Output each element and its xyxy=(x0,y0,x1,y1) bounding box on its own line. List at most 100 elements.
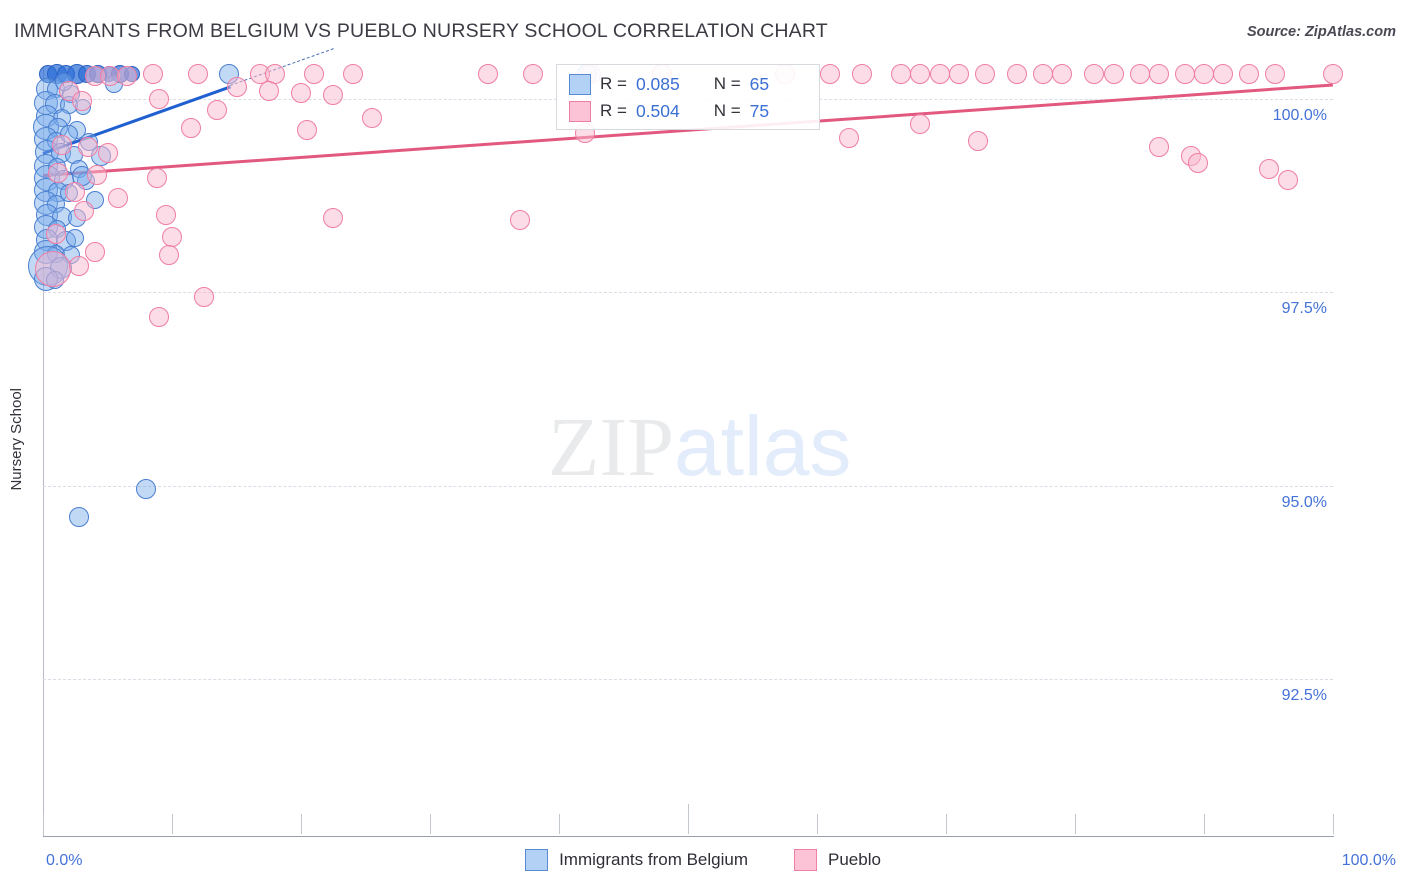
gridline-92-5 xyxy=(43,679,1333,681)
data-point[interactable] xyxy=(852,64,873,85)
data-point[interactable] xyxy=(78,137,99,158)
data-point[interactable] xyxy=(45,223,66,244)
stats-row-pueblo: R = 0.504 N = 75 xyxy=(569,98,769,124)
legend-swatch-belgium-icon xyxy=(569,73,591,95)
data-point[interactable] xyxy=(974,64,995,85)
x-axis-max-label: 100.0% xyxy=(1341,852,1396,869)
data-point[interactable] xyxy=(107,188,128,209)
data-point[interactable] xyxy=(1052,64,1073,85)
data-point[interactable] xyxy=(323,85,344,106)
data-point[interactable] xyxy=(116,65,137,86)
data-point[interactable] xyxy=(1213,64,1234,85)
data-point[interactable] xyxy=(890,64,911,85)
data-point[interactable] xyxy=(48,162,69,183)
data-point[interactable] xyxy=(478,64,499,85)
stats-row-belgium: R = 0.085 N = 65 xyxy=(569,71,769,97)
data-point[interactable] xyxy=(968,130,989,151)
data-point[interactable] xyxy=(910,64,931,85)
data-point[interactable] xyxy=(1006,64,1027,85)
data-point[interactable] xyxy=(342,64,363,85)
data-point[interactable] xyxy=(162,226,182,247)
data-point[interactable] xyxy=(1129,64,1150,85)
data-point[interactable] xyxy=(1174,64,1195,85)
correlation-stats-box: R = 0.085 N = 65 R = 0.504 N = 75 xyxy=(556,64,820,130)
data-point[interactable] xyxy=(258,81,279,102)
data-point[interactable] xyxy=(1194,64,1214,85)
legend-label-pueblo: Pueblo xyxy=(828,850,881,869)
data-point[interactable] xyxy=(65,181,86,202)
data-point[interactable] xyxy=(1264,64,1285,85)
x-axis-tick-6 xyxy=(817,814,818,834)
data-point[interactable] xyxy=(929,64,950,85)
data-point[interactable] xyxy=(142,64,163,85)
x-axis-tick-5 xyxy=(688,804,689,834)
y-axis-line xyxy=(43,66,44,837)
data-point[interactable] xyxy=(1239,64,1260,85)
data-point[interactable] xyxy=(35,251,72,288)
legend-color-pueblo-icon xyxy=(794,849,817,871)
n-label-belgium: N = xyxy=(713,74,741,93)
data-point[interactable] xyxy=(910,113,931,134)
data-point[interactable] xyxy=(1258,158,1279,179)
data-point[interactable] xyxy=(1032,64,1053,85)
data-point[interactable] xyxy=(948,64,969,85)
data-point[interactable] xyxy=(226,77,247,98)
data-point[interactable] xyxy=(52,135,73,156)
x-axis-tick-10 xyxy=(1333,814,1334,834)
data-point[interactable] xyxy=(69,256,90,277)
y-tick-label-0: 100.0% xyxy=(1272,107,1327,125)
data-point[interactable] xyxy=(159,245,180,266)
x-axis-tick-9 xyxy=(1204,814,1205,834)
data-point[interactable] xyxy=(155,205,176,226)
n-value-belgium: 65 xyxy=(749,73,770,94)
data-point[interactable] xyxy=(523,64,544,85)
data-point[interactable] xyxy=(149,89,170,110)
y-tick-label-2: 95.0% xyxy=(1281,493,1327,511)
data-point[interactable] xyxy=(1103,64,1124,85)
legend-item-belgium[interactable]: Immigrants from Belgium xyxy=(525,849,748,871)
data-point[interactable] xyxy=(84,242,105,263)
legend-item-pueblo[interactable]: Pueblo xyxy=(794,849,881,871)
data-point[interactable] xyxy=(323,208,344,229)
x-axis-tick-8 xyxy=(1075,814,1076,834)
x-axis-tick-4 xyxy=(559,814,560,834)
legend-color-belgium-icon xyxy=(525,849,549,871)
data-point[interactable] xyxy=(71,90,92,111)
legend-swatch-pueblo-icon xyxy=(569,100,591,122)
data-point[interactable] xyxy=(1277,169,1298,190)
data-point[interactable] xyxy=(194,287,215,308)
data-point[interactable] xyxy=(1084,64,1105,85)
data-point[interactable] xyxy=(1148,137,1169,158)
data-point[interactable] xyxy=(839,127,860,148)
data-point[interactable] xyxy=(74,201,95,222)
data-point[interactable] xyxy=(207,99,228,120)
data-point[interactable] xyxy=(510,209,531,230)
data-point[interactable] xyxy=(181,118,202,139)
data-point[interactable] xyxy=(66,229,85,248)
x-axis-tick-1 xyxy=(172,814,173,834)
data-point[interactable] xyxy=(1148,64,1169,85)
data-point[interactable] xyxy=(1187,152,1208,173)
gridline-97-5 xyxy=(43,292,1333,294)
data-point[interactable] xyxy=(97,143,118,164)
page-title: IMMIGRANTS FROM BELGIUM VS PUEBLO NURSER… xyxy=(14,20,828,42)
data-point[interactable] xyxy=(187,64,208,85)
data-point[interactable] xyxy=(1323,64,1343,85)
data-point[interactable] xyxy=(149,307,170,328)
data-point[interactable] xyxy=(146,167,167,188)
data-point[interactable] xyxy=(819,64,840,85)
data-point[interactable] xyxy=(361,107,382,128)
data-point[interactable] xyxy=(297,120,318,141)
n-label-pueblo: N = xyxy=(713,101,741,120)
r-label-pueblo: R = xyxy=(600,101,627,120)
data-point[interactable] xyxy=(291,82,311,103)
x-axis-line xyxy=(43,836,1334,837)
data-point[interactable] xyxy=(69,506,90,527)
x-axis-tick-2 xyxy=(301,814,302,834)
data-point[interactable] xyxy=(136,478,157,499)
gridline-95 xyxy=(43,485,1333,487)
data-point[interactable] xyxy=(87,164,108,185)
x-axis-tick-7 xyxy=(946,814,947,834)
data-point[interactable] xyxy=(303,64,324,85)
